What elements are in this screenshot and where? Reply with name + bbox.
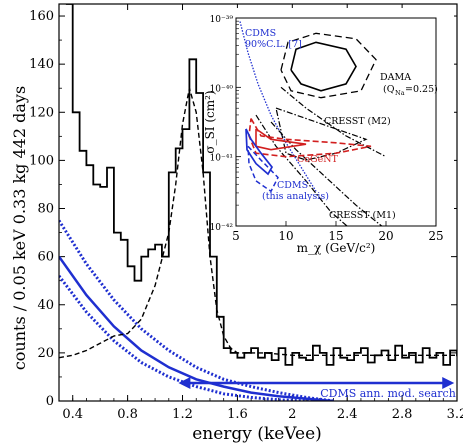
inset-x-tick-label: 20 [378,229,393,243]
inset-y-tick-label: 10⁻⁴¹ [210,154,233,164]
cogent-inner-contour [255,128,307,151]
band-lower-curve [59,274,334,401]
label-cdms-limit-cl: 90%C.L. [7] [245,39,302,50]
inset-content [239,21,387,226]
x-tick-label: 1.2 [172,407,193,422]
band-central-curve [59,255,334,401]
x-tick-label: 3.2 [447,407,463,422]
label-dama-q-sub: Na [395,89,405,97]
data-histogram [65,4,457,366]
inset-plot: 5 10 15 20 25 10⁻⁴² 10⁻⁴¹ 10⁻⁴⁰ 10⁻³⁹ m_χ (GeV/c²… [203,8,454,255]
main-y-axis-label: counts / 0.05 keV 0.33 kg 442 days [10,86,29,370]
y-tick-label: 160 [29,9,54,24]
cresst-m1-curve-2 [255,114,348,226]
x-tick-label: 2.4 [337,407,358,422]
y-tick-label: 140 [29,57,54,72]
cdms-outer-contour [247,145,279,193]
y-tick-label: 120 [29,105,54,120]
annotation-arrow-left-head [178,377,191,389]
label-cresst-m1: CRESST (M1) [329,210,396,221]
inset-y-tick-label: 10⁻⁴² [210,223,234,233]
main-x-axis-label: energy (keVee) [192,424,322,444]
inset-frame [235,17,437,227]
x-tick-label: 1.6 [227,407,248,422]
cresst-m2-contour [275,107,368,161]
x-tick-label: 2.8 [392,407,413,422]
cogent-outer-contour [248,118,372,158]
y-tick-label: 60 [37,250,54,265]
inset-x-tick-label: 5 [232,229,240,243]
annotation-label: CDMS ann. mod. search [320,387,456,400]
y-tick-label: 40 [37,298,54,313]
dama-inner-contour [290,41,357,92]
main-frame [58,3,458,402]
band-upper-curve [59,219,334,401]
x-tick-label: 0.8 [117,407,138,422]
label-cresst-m2: CRESST (M2) [324,116,391,127]
inset-x-tick-label: 10 [278,229,293,243]
label-dama-q-value: =0.25) [405,84,438,95]
inset-x-axis-label: m_χ (GeV/c²) [297,241,376,255]
dama-outer-contour [280,32,377,99]
inset-y-axis-label: σ_SI (cm²) [203,90,217,153]
main-plot: 0.4 0.8 1.2 1.6 2 2.4 2.8 3.2 0 20 40 60 80 100 120 140… [29,3,463,422]
annotation-arrow-right-head [442,377,455,389]
y-tick-label: 80 [37,202,54,217]
label-cogent: CoGeNT [297,154,339,165]
main-content [59,4,457,401]
inset-y-tick-label: 10⁻⁴⁰ [210,84,234,94]
x-tick-label: 2 [288,407,296,422]
cresst-m2-edge [280,86,387,158]
inset-x-tick-label: 15 [328,229,343,243]
label-cdms-analysis-sub: (this analysis) [262,191,329,202]
inset-x-tick-label: 25 [428,229,443,243]
label-cdms-analysis: CDMS [277,180,308,191]
inset-y-tick-label: 10⁻³⁹ [210,15,234,25]
x-tick-label: 0.4 [62,407,83,422]
y-tick-label: 0 [46,394,54,409]
cresst-m1-curve [270,121,383,226]
y-tick-label: 20 [37,346,54,361]
y-tick-label: 100 [29,153,54,168]
label-cdms-limit: CDMS [245,28,276,39]
label-dama: DAMA [380,72,411,83]
label-dama-q: (Q [383,84,395,95]
